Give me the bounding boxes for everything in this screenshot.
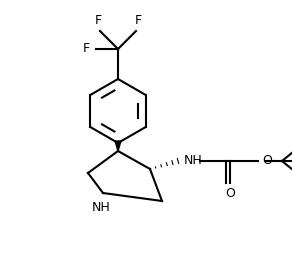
Text: NH: NH <box>92 201 110 214</box>
Polygon shape <box>115 141 121 151</box>
Text: NH: NH <box>184 155 203 168</box>
Text: F: F <box>94 14 102 27</box>
Text: O: O <box>262 155 272 168</box>
Text: F: F <box>83 43 90 55</box>
Text: F: F <box>134 14 142 27</box>
Text: O: O <box>225 187 235 200</box>
